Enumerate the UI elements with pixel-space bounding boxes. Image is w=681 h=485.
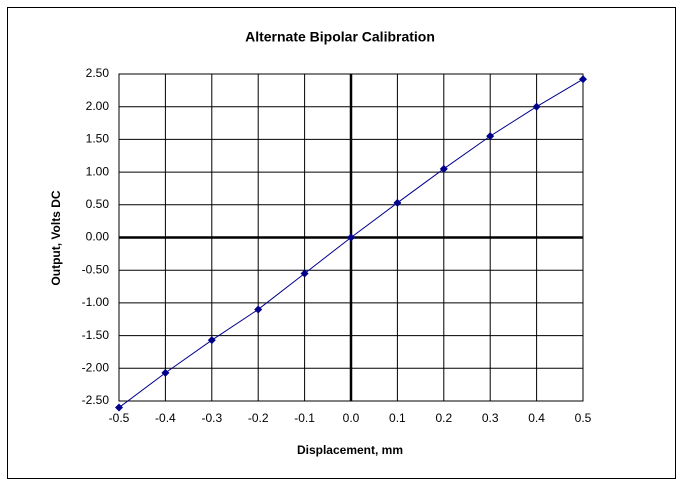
point-marker [300, 269, 309, 278]
y-tick-label: 1.00 [86, 164, 110, 178]
point-marker [161, 368, 170, 377]
point-marker [254, 305, 263, 314]
chart-title: Alternate Bipolar Calibration [245, 29, 435, 45]
point-marker [207, 336, 216, 345]
x-tick-label: -0.2 [248, 411, 269, 425]
point-marker [347, 233, 355, 242]
y-tick-label: 2.00 [86, 99, 110, 113]
x-tick-label: 0.3 [482, 411, 499, 425]
point-marker [115, 403, 123, 412]
y-tick-label: -1.50 [82, 328, 110, 342]
y-tick-label: 1.50 [86, 132, 110, 146]
x-tick-label: -0.1 [294, 411, 315, 425]
y-axis-title: Output, Volts DC [49, 190, 63, 285]
x-tick-label: -0.4 [155, 411, 176, 425]
y-tick-label: -2.50 [82, 393, 110, 407]
y-tick-label: -0.50 [82, 262, 110, 276]
y-tick-label: 0.00 [86, 230, 110, 244]
y-tick-label: -1.00 [82, 295, 110, 309]
x-tick-label: 0.4 [528, 411, 545, 425]
point-marker [579, 75, 587, 84]
x-tick-label: 0.5 [575, 411, 592, 425]
x-tick-label: -0.3 [201, 411, 222, 425]
y-tick-label: 0.50 [86, 197, 110, 211]
x-tick-label: 0.2 [435, 411, 452, 425]
x-axis-title: Displacement, mm [297, 443, 403, 457]
y-tick-label: -2.00 [82, 360, 110, 374]
point-marker [393, 198, 402, 207]
x-tick-label: 0.0 [343, 411, 360, 425]
x-tick-label: -0.5 [109, 411, 130, 425]
point-marker [439, 164, 448, 173]
point-marker [486, 132, 495, 141]
y-tick-label: 2.50 [86, 66, 110, 80]
x-tick-label: 0.1 [389, 411, 406, 425]
point-marker [532, 102, 541, 111]
